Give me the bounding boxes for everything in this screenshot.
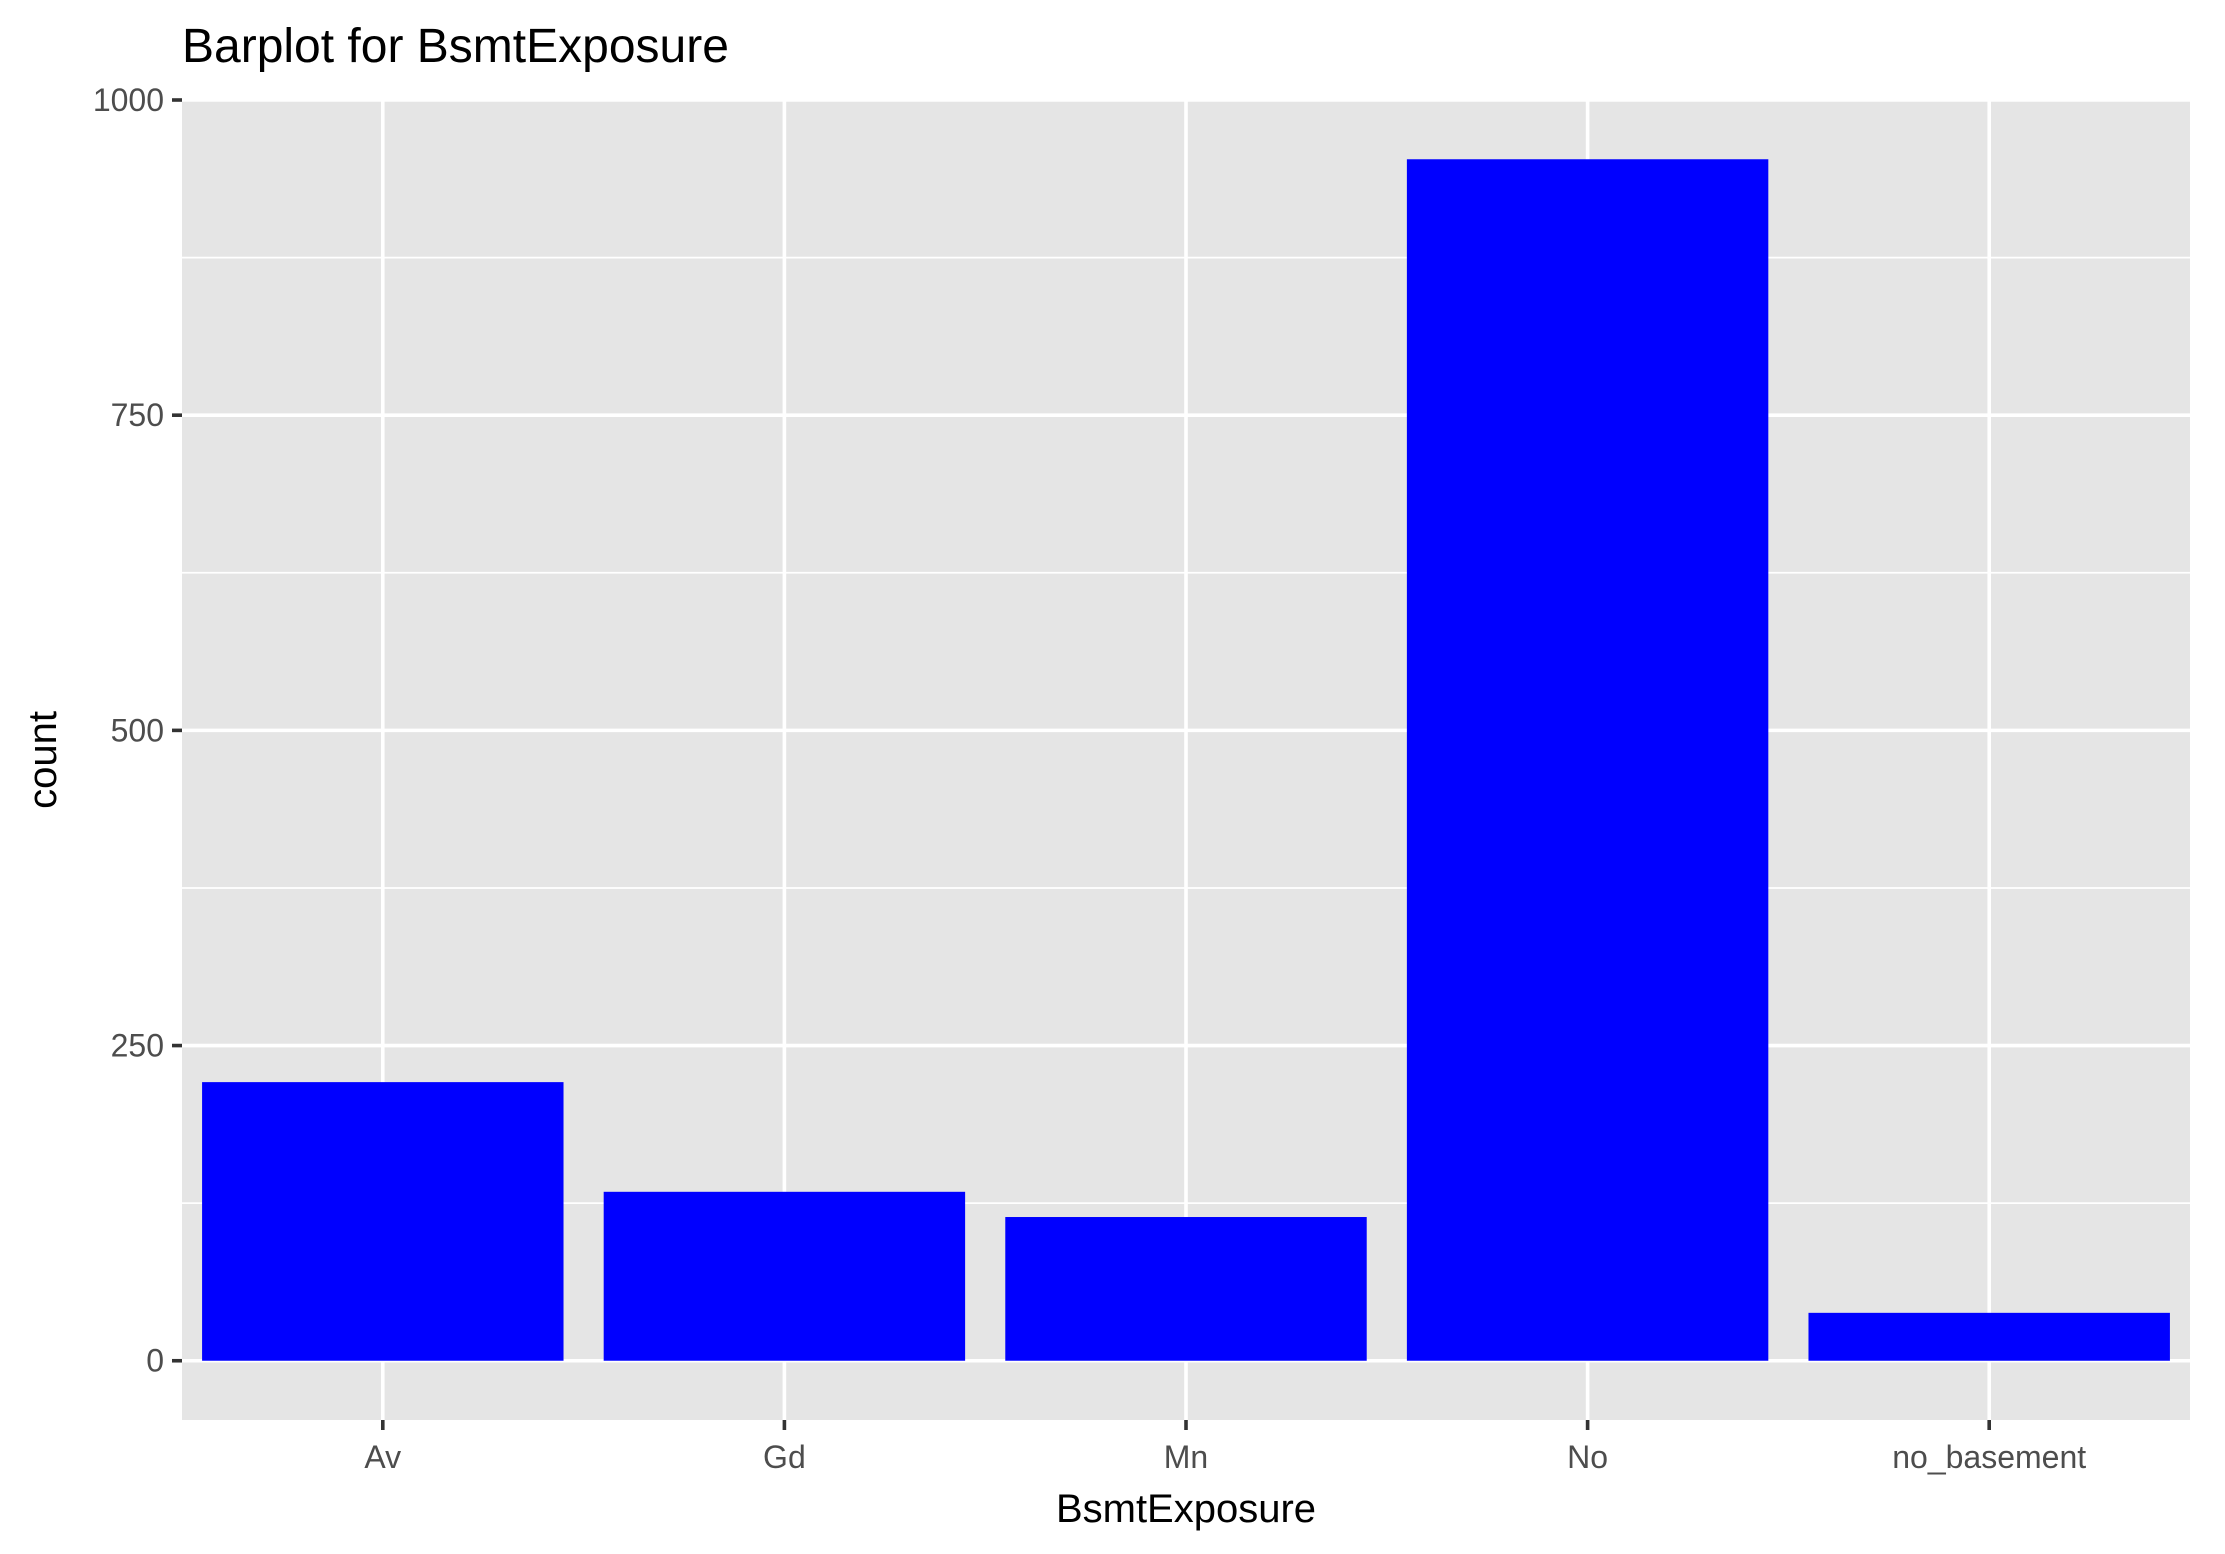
bar-av [202,1082,564,1361]
x-axis-title: BsmtExposure [1056,1487,1316,1531]
bar-mn [1005,1217,1367,1361]
y-tick-label: 250 [111,1028,164,1064]
x-tick-label: no_basement [1892,1439,2086,1475]
y-tick-label: 1000 [93,82,164,118]
bar-no [1406,159,1769,1361]
y-tick-label: 0 [146,1343,164,1379]
y-tick-label: 500 [111,712,164,748]
x-tick-label: Gd [763,1439,806,1475]
bars [202,159,2170,1361]
x-tick-label: Mn [1164,1439,1208,1475]
y-tick-label: 750 [111,397,164,433]
y-axis: 0 250 500 750 1000 [93,82,182,1379]
x-tick-label: Av [364,1439,401,1475]
bar-no-basement [1808,1312,2170,1361]
y-axis-title: count [21,711,65,809]
x-axis: Av Gd Mn No no_basement [364,1420,2086,1475]
x-tick-label: No [1567,1439,1608,1475]
plot-title: Barplot for BsmtExposure [182,20,729,73]
bar-gd [603,1191,966,1361]
